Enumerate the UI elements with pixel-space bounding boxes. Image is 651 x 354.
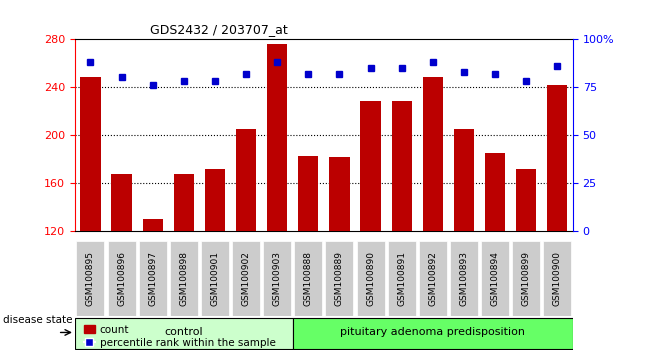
FancyBboxPatch shape — [76, 241, 104, 316]
Bar — [485, 153, 505, 354]
FancyBboxPatch shape — [139, 241, 167, 316]
Text: GSM100901: GSM100901 — [210, 251, 219, 306]
Text: GSM100893: GSM100893 — [460, 251, 469, 306]
Bar — [298, 155, 318, 354]
Text: GSM100900: GSM100900 — [553, 251, 562, 306]
FancyBboxPatch shape — [450, 241, 478, 316]
Text: GSM100892: GSM100892 — [428, 251, 437, 306]
Text: GSM100897: GSM100897 — [148, 251, 157, 306]
FancyBboxPatch shape — [293, 318, 573, 349]
Bar — [329, 157, 350, 354]
Text: GSM100896: GSM100896 — [117, 251, 126, 306]
Bar — [80, 78, 100, 354]
Bar — [454, 129, 474, 354]
FancyBboxPatch shape — [544, 241, 572, 316]
Bar — [422, 78, 443, 354]
Text: GSM100899: GSM100899 — [521, 251, 531, 306]
FancyBboxPatch shape — [170, 241, 198, 316]
FancyBboxPatch shape — [512, 241, 540, 316]
FancyBboxPatch shape — [294, 241, 322, 316]
Text: disease state: disease state — [3, 315, 73, 325]
FancyBboxPatch shape — [201, 241, 229, 316]
FancyBboxPatch shape — [481, 241, 509, 316]
Bar — [547, 85, 568, 354]
FancyBboxPatch shape — [357, 241, 385, 316]
FancyBboxPatch shape — [107, 241, 135, 316]
Bar — [236, 129, 256, 354]
Text: GSM100903: GSM100903 — [273, 251, 282, 306]
Legend: count, percentile rank within the sample: count, percentile rank within the sample — [80, 321, 280, 352]
Bar — [205, 169, 225, 354]
Bar — [391, 102, 412, 354]
FancyBboxPatch shape — [232, 241, 260, 316]
Bar — [143, 219, 163, 354]
Text: GSM100895: GSM100895 — [86, 251, 95, 306]
Text: GSM100902: GSM100902 — [242, 251, 251, 306]
FancyBboxPatch shape — [326, 241, 353, 316]
Text: GDS2432 / 203707_at: GDS2432 / 203707_at — [150, 23, 287, 36]
FancyBboxPatch shape — [263, 241, 291, 316]
Bar — [267, 44, 287, 354]
FancyBboxPatch shape — [419, 241, 447, 316]
Bar — [361, 102, 381, 354]
Text: GSM100898: GSM100898 — [179, 251, 188, 306]
Text: GSM100889: GSM100889 — [335, 251, 344, 306]
Text: pituitary adenoma predisposition: pituitary adenoma predisposition — [340, 327, 525, 337]
Bar — [174, 173, 194, 354]
Text: GSM100890: GSM100890 — [366, 251, 375, 306]
Text: control: control — [165, 327, 203, 337]
Text: GSM100891: GSM100891 — [397, 251, 406, 306]
Text: GSM100888: GSM100888 — [304, 251, 313, 306]
FancyBboxPatch shape — [388, 241, 416, 316]
Text: GSM100894: GSM100894 — [491, 251, 499, 306]
Bar — [111, 173, 132, 354]
FancyBboxPatch shape — [75, 318, 293, 349]
Bar — [516, 169, 536, 354]
